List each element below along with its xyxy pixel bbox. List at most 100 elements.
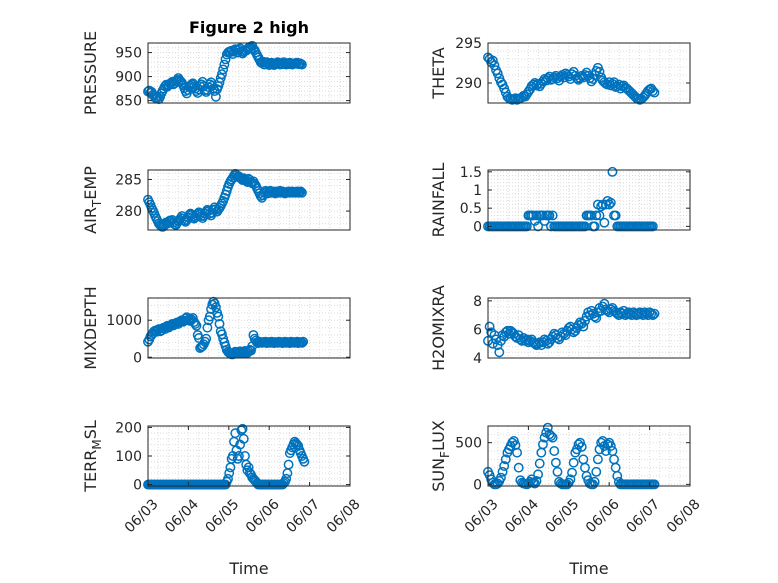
x-tick-label: 06/07 — [623, 496, 663, 536]
data-point — [588, 479, 598, 490]
y-tick-label: 6 — [473, 322, 482, 338]
data-point — [241, 175, 252, 186]
data-point — [591, 210, 602, 221]
data-point — [191, 320, 202, 331]
data-point — [299, 456, 310, 467]
data-point — [237, 423, 248, 434]
y-tick-label: 280 — [115, 204, 142, 220]
data-series — [143, 40, 307, 105]
data-point — [591, 313, 602, 323]
data-point — [213, 311, 224, 322]
data-point — [533, 221, 544, 232]
subplot-5: 0 1000 MIXDEPTH — [81, 286, 351, 370]
data-point — [220, 54, 231, 65]
y-tick-label: 1 — [473, 183, 482, 199]
axes-frame — [487, 42, 691, 104]
axes-frame — [487, 297, 691, 359]
y-axis-label: H2OMIXRA — [429, 285, 448, 371]
data-series — [483, 298, 660, 358]
axes-frame — [147, 42, 351, 104]
data-point — [537, 210, 548, 221]
data-series — [143, 168, 307, 232]
data-point — [295, 186, 306, 197]
data-point — [214, 318, 225, 329]
subplot-1: 850 900 950 PRESSURE Figure 2 high — [81, 18, 351, 115]
data-point — [550, 457, 561, 468]
data-point — [233, 451, 244, 461]
y-axis-label: RAINFALL — [429, 163, 448, 238]
data-point — [607, 166, 618, 177]
data-point — [531, 210, 542, 221]
y-tick-label: 0.5 — [460, 201, 482, 217]
data-point — [295, 58, 306, 69]
y-tick-label: 850 — [115, 94, 142, 110]
data-point — [296, 59, 307, 70]
data-point — [618, 305, 629, 316]
subplot-6: 4 6 8 H2OMIXRA — [429, 285, 691, 371]
data-point — [223, 473, 233, 484]
data-point — [547, 210, 558, 221]
x-tick-label: 06/05 — [203, 496, 243, 536]
data-point — [292, 439, 303, 450]
data-point — [487, 55, 498, 66]
data-point — [296, 187, 307, 198]
data-point — [583, 70, 594, 81]
x-axis-label: Time — [568, 559, 608, 578]
data-point — [529, 215, 540, 226]
data-point — [523, 86, 534, 97]
data-point — [544, 210, 555, 221]
subplot-2: 290 295 THETA — [429, 36, 691, 105]
data-point — [513, 330, 524, 341]
subplot-7: 0 100 200 06/03 06/04 06/05 06/06 06/07 06/08 TER… — [81, 420, 364, 578]
data-point — [591, 466, 602, 477]
data-point — [512, 447, 523, 458]
data-point — [499, 461, 510, 471]
x-tick-label: 06/04 — [502, 496, 542, 536]
data-point — [594, 66, 605, 77]
y-tick-label: 0 — [133, 478, 142, 494]
data-point — [649, 87, 660, 98]
data-point — [604, 199, 615, 210]
data-point — [489, 60, 500, 71]
y-axis-label: TERRMSL — [81, 420, 104, 493]
data-point — [542, 422, 553, 433]
data-point — [296, 337, 307, 348]
data-point — [644, 307, 655, 318]
data-point — [546, 431, 556, 441]
y-axis-label: SUNFLUX — [429, 420, 452, 492]
data-point — [605, 441, 616, 451]
data-point — [567, 467, 577, 478]
x-tick-label: 06/04 — [162, 496, 202, 536]
axes-frame — [147, 297, 351, 359]
y-tick-label: 0 — [133, 350, 142, 366]
subplot-3: 280 285 AIRTEMP — [81, 166, 351, 234]
data-point — [180, 313, 191, 324]
data-point — [647, 86, 658, 96]
data-point — [647, 221, 658, 232]
data-series — [143, 296, 309, 360]
data-point — [298, 336, 309, 347]
axes-frame — [487, 425, 691, 487]
y-tick-label: 950 — [115, 46, 142, 62]
data-point — [580, 315, 590, 326]
y-tick-label: 285 — [115, 172, 142, 188]
data-point — [216, 69, 227, 80]
data-point — [168, 217, 179, 228]
data-point — [492, 68, 503, 79]
subplot-4: 0 0.5 1 1.5 RAINFALL — [429, 163, 691, 238]
y-axis-label: PRESSURE — [81, 31, 100, 115]
y-tick-label: 4 — [473, 351, 482, 367]
data-point — [610, 210, 621, 221]
data-point — [578, 321, 589, 332]
data-point — [486, 57, 497, 68]
data-point — [646, 308, 657, 319]
data-point — [505, 325, 516, 336]
y-tick-label: 900 — [115, 70, 142, 86]
data-point — [500, 454, 511, 465]
data-point — [594, 210, 605, 221]
y-tick-label: 100 — [115, 449, 142, 465]
data-point — [246, 345, 256, 356]
x-axis-label: Time — [228, 559, 268, 578]
data-point — [521, 221, 532, 232]
data-point — [533, 78, 544, 89]
